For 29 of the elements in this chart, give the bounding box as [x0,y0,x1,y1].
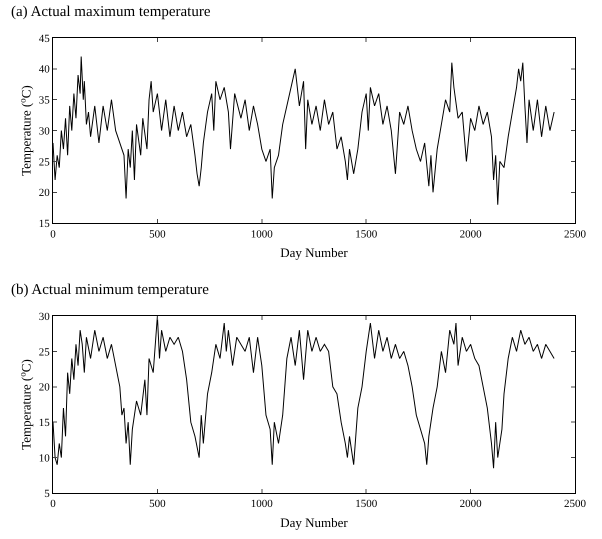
x-tick-label: 2500 [564,228,586,240]
x-tick-label: 1500 [355,498,378,510]
x-tick-label: 500 [149,228,166,240]
y-tick-label: 20 [38,382,50,394]
x-axis-title: Day Number [280,244,348,260]
y-tick-label: 10 [38,452,50,464]
x-tick-label: 0 [50,498,56,510]
y-tick-label: 35 [38,94,50,107]
x-tick-label: 0 [50,228,56,240]
x-tick-label: 500 [149,498,166,510]
y-tick-label: 20 [38,187,50,200]
y-tick-label: 5 [44,488,50,500]
y-tick-label: 30 [38,125,50,138]
x-tick-label: 1500 [355,228,378,240]
y-tick-label: 25 [38,346,50,358]
x-tick-label: 2500 [564,498,586,510]
x-tick-label: 2000 [460,498,482,510]
x-axis-title: Day Number [280,514,348,530]
x-tick-label: 1000 [250,498,274,510]
y-tick-label: 15 [38,218,50,230]
y-tick-label: 40 [38,64,50,76]
x-tick-label: 2000 [460,228,482,240]
y-tick-label: 15 [38,417,50,430]
y-tick-label: 30 [38,310,50,323]
chart-title: (a) Actual maximum temperature [11,4,211,20]
y-tick-label: 45 [38,32,50,45]
y-tick-label: 25 [38,156,50,168]
chart-title: (b) Actual minimum temperature [11,282,210,298]
x-tick-label: 1000 [250,228,274,240]
